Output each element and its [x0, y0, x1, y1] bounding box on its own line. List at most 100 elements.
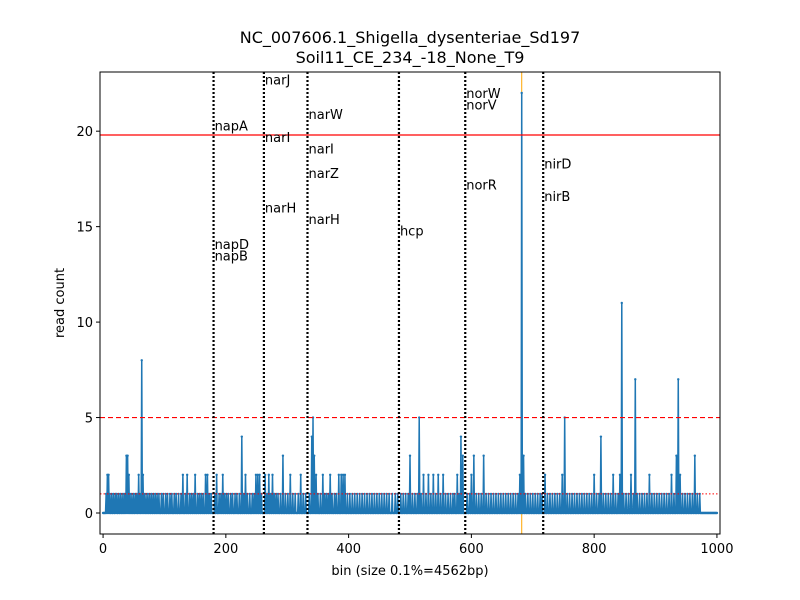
read-count-series-line [102, 92, 718, 514]
series-point [370, 492, 374, 496]
series-point [573, 492, 576, 496]
gene-label: narJ [265, 74, 290, 89]
series-point [522, 454, 525, 457]
series-point [437, 473, 440, 477]
series-point [244, 473, 247, 477]
series-point [531, 492, 534, 496]
series-point [385, 492, 388, 496]
series-point [489, 492, 493, 496]
series-point [289, 473, 292, 477]
series-point [650, 492, 654, 496]
series-point [520, 91, 523, 95]
series-point [304, 492, 307, 496]
series-point [356, 492, 359, 496]
gene-label: norV [466, 98, 497, 113]
x-axis: 0 200 400 600 800 1000 [99, 534, 733, 557]
gene-label: narH [308, 213, 339, 228]
series-point [319, 492, 322, 496]
series-point [206, 473, 209, 477]
series-point [465, 492, 469, 496]
series-point [279, 492, 282, 496]
gene-label: napD [215, 238, 249, 253]
series-point [391, 492, 394, 496]
series-point [507, 492, 510, 496]
series-point [620, 301, 623, 305]
series-point [201, 492, 205, 496]
series-point [154, 492, 157, 496]
x-tick-label: 600 [459, 542, 484, 557]
y-tick-label: 0 [85, 507, 93, 522]
series-point [457, 492, 461, 496]
series-point [308, 492, 311, 496]
series-point [263, 473, 267, 477]
series-point [548, 492, 552, 496]
series-point [609, 492, 612, 496]
gene-label: napA [215, 119, 248, 134]
series-point [556, 492, 559, 496]
series-point [429, 492, 433, 496]
series-point [561, 473, 564, 477]
series-point [588, 492, 591, 496]
x-tick-label: 200 [213, 542, 238, 557]
series-point [233, 492, 237, 496]
series-point [677, 378, 680, 381]
y-axis-label: read count [53, 268, 68, 338]
series-point [416, 492, 419, 496]
series-point [543, 473, 547, 477]
series-point [622, 492, 625, 496]
series-point [168, 492, 172, 496]
series-point [413, 492, 417, 496]
series-point [360, 492, 364, 496]
series-point [254, 473, 258, 477]
plot-frame [99, 71, 721, 535]
series-point [402, 492, 405, 496]
series-point [681, 492, 684, 496]
series-point [597, 492, 601, 496]
y-axis: 0 5 10 15 20 [76, 125, 100, 522]
series-point [422, 473, 425, 477]
y-tick-label: 15 [76, 221, 93, 236]
series-point [286, 492, 290, 496]
series-point [480, 492, 483, 496]
series-point [107, 473, 110, 477]
series-point [667, 492, 671, 496]
series-point [192, 492, 195, 496]
series-point [590, 492, 593, 496]
series-point [444, 492, 447, 496]
x-tick-label: 400 [336, 542, 361, 557]
series-point [618, 473, 622, 477]
x-tick-label: 0 [99, 542, 107, 557]
series-point [126, 454, 129, 457]
series-point [482, 454, 485, 457]
series-point [313, 454, 316, 457]
series-point [170, 492, 174, 496]
series-point [132, 492, 135, 496]
series-point [602, 492, 605, 496]
series-point [427, 473, 430, 477]
chart-subtitle: Soil11_CE_234_-18_None_T9 [296, 48, 525, 68]
series-point [314, 473, 318, 477]
series-point [643, 492, 646, 496]
series-point [258, 473, 261, 477]
series-point [353, 492, 356, 496]
x-axis-label: bin (size 0.1%=4562bp) [331, 564, 488, 579]
series-point [678, 473, 682, 477]
gene-label: napB [215, 249, 248, 264]
gene-label: norR [466, 179, 497, 194]
series-point [686, 492, 689, 496]
series-point [470, 473, 473, 477]
series-point [672, 492, 676, 496]
series-point [221, 473, 224, 477]
series-point [240, 435, 243, 438]
series-point [227, 492, 230, 496]
series-point [140, 359, 143, 362]
series-point [164, 492, 167, 496]
series-point [693, 454, 697, 457]
series-point [578, 492, 581, 496]
series-point [200, 492, 203, 496]
series-point [143, 492, 146, 496]
series-point [341, 473, 345, 477]
x-tick-label: 800 [582, 542, 607, 557]
